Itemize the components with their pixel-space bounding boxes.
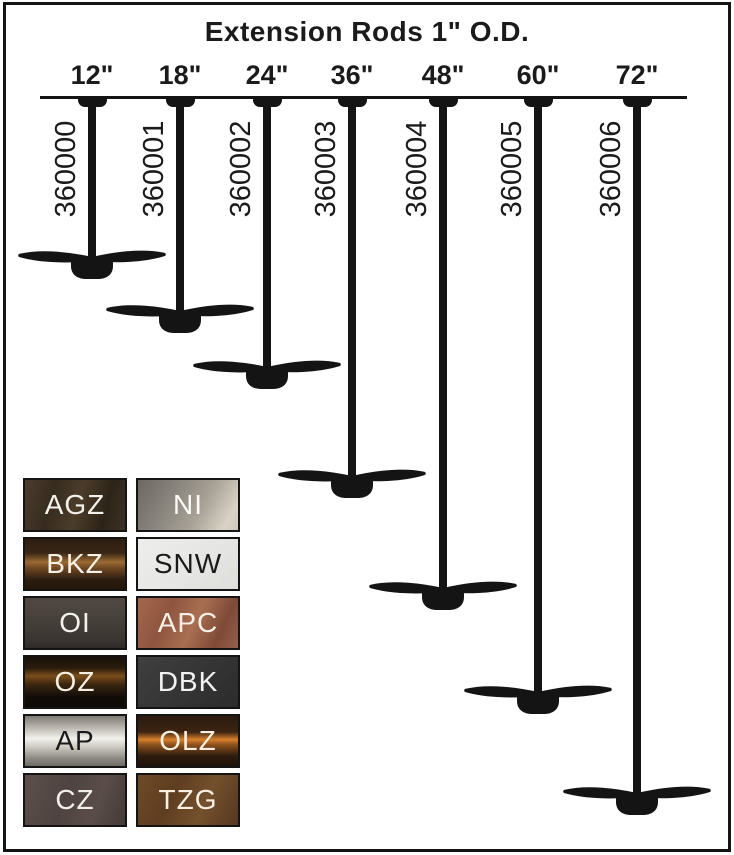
finish-swatch-cz: CZ: [23, 773, 127, 827]
fan-hub-icon: [192, 356, 342, 392]
model-number: 360004: [401, 120, 433, 218]
finish-swatch-bkz: BKZ: [23, 537, 127, 591]
page-border: [3, 2, 731, 852]
finish-swatch-dbk: DBK: [136, 655, 240, 709]
finish-code-label: OI: [59, 607, 91, 638]
finish-code-label: SNW: [153, 548, 223, 579]
finish-code-label: OZ: [54, 666, 96, 697]
finish-code-label: AP: [55, 725, 95, 756]
finish-swatch-ni: NI: [136, 478, 240, 532]
finish-code-label: CZ: [55, 784, 95, 815]
downrod: [88, 98, 96, 258]
rod-length-label: 12": [70, 60, 114, 90]
rod-length-label: 36": [330, 60, 374, 90]
rod-length-label: 60": [516, 60, 560, 90]
downrod: [534, 98, 542, 693]
finish-code-label: AGZ: [44, 489, 106, 520]
page-title: Extension Rods 1" O.D.: [204, 16, 530, 47]
fan-hub-icon: [562, 782, 712, 818]
finish-code-label: APC: [157, 607, 219, 638]
model-number: 360000: [50, 120, 82, 218]
finish-swatch-agz: AGZ: [23, 478, 127, 532]
model-number: 360005: [496, 120, 528, 218]
fan-hub-icon: [368, 577, 518, 613]
downrod: [263, 98, 271, 368]
finish-swatch-ap: AP: [23, 714, 127, 768]
downrod: [439, 98, 447, 589]
model-number: 360006: [595, 120, 627, 218]
fan-hub-icon: [105, 300, 255, 336]
finish-code-label: BKZ: [46, 548, 104, 579]
finish-code-label: NI: [173, 489, 203, 520]
fan-hub-icon: [277, 465, 427, 501]
rod-length-label: 48": [421, 60, 465, 90]
fan-hub-icon: [463, 681, 613, 717]
model-number: 360001: [138, 120, 170, 218]
rod-length-label: 24": [245, 60, 289, 90]
rod-length-label: 72": [615, 60, 659, 90]
rod-length-label: 18": [158, 60, 202, 90]
finish-code-label: DBK: [157, 666, 219, 697]
downrod: [348, 98, 356, 477]
finish-swatch-olz: OLZ: [136, 714, 240, 768]
finish-swatch-tzg: TZG: [136, 773, 240, 827]
fan-hub-icon: [17, 246, 167, 282]
finish-swatch-oz: OZ: [23, 655, 127, 709]
finish-code-label: TZG: [158, 784, 218, 815]
finish-swatch-apc: APC: [136, 596, 240, 650]
model-number: 360002: [225, 120, 257, 218]
downrod: [176, 98, 184, 312]
finish-legend: AGZ NI BKZ SNW OI APC OZ DBK AP OLZ CZ TZG: [23, 478, 240, 827]
downrod: [633, 98, 641, 794]
finish-swatch-oi: OI: [23, 596, 127, 650]
finish-code-label: OLZ: [159, 725, 217, 756]
finish-swatch-snw: SNW: [136, 537, 240, 591]
model-number: 360003: [310, 120, 342, 218]
